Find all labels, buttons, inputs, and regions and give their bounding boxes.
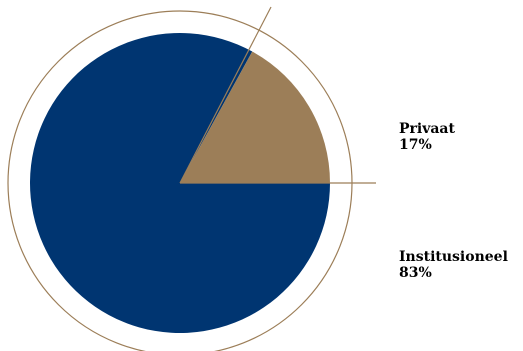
legend-value-institusioneel: 83%: [399, 265, 432, 281]
legend-value-privaat: 17%: [399, 137, 432, 153]
legend-label-institusioneel: Institusioneel: [399, 249, 508, 265]
pie-slice-privaat: [180, 51, 330, 183]
legend-item-privaat: Privaat 17%: [399, 121, 455, 153]
legend-label-privaat: Privaat: [399, 121, 455, 137]
leader-line-privaat-top: [179, 6, 272, 184]
legend-item-institusioneel: Institusioneel 83%: [399, 249, 508, 281]
